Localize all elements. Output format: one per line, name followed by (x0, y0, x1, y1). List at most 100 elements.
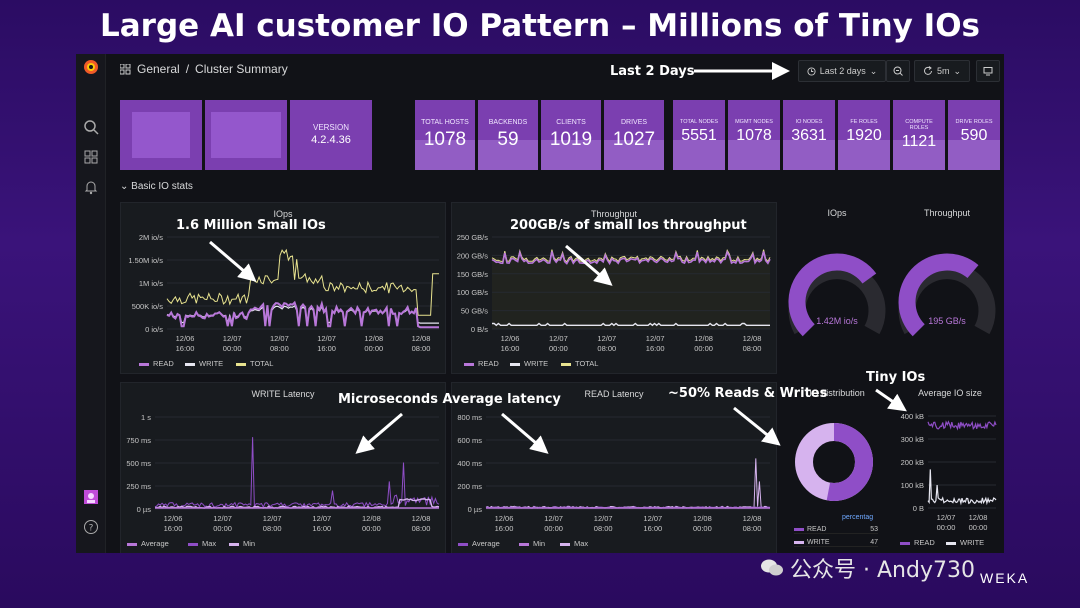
x-tick-time: 00:00 (937, 523, 956, 532)
stat-tile-clients: CLIENTS 1019 (541, 100, 601, 170)
legend-swatch (794, 527, 804, 531)
stat-sparkline (838, 140, 890, 170)
x-tick-time: 00:00 (693, 524, 712, 533)
legend-swatch (188, 543, 198, 546)
x-tick-time: 16:00 (312, 524, 331, 533)
panel-title: Throughput (590, 209, 638, 219)
stat-label: DRIVES (620, 119, 648, 126)
x-tick-date: 12/07 (549, 334, 568, 343)
legend-label-read[interactable]: READ (153, 359, 174, 368)
x-tick-time: 00:00 (544, 524, 563, 533)
legend-row-write[interactable]: WRITE 47 (794, 539, 878, 547)
panel-iops-gauge[interactable]: IOps 1.42M io/s (782, 202, 892, 374)
legend-label-write[interactable]: WRITE (960, 538, 984, 547)
user-avatar-icon[interactable] (82, 488, 100, 506)
stat-label: TOTAL NODES (679, 119, 719, 125)
panel-throughput[interactable]: Throughput 250 GB/s 200 GB/s 150 GB/s 100 G… (451, 202, 777, 374)
breadcrumb-separator: / (185, 62, 190, 76)
series-total (166, 248, 439, 316)
x-tick-date: 12/08 (693, 514, 712, 523)
x-tick-time: 08:00 (412, 524, 431, 533)
y-tick-label: 0 B/s (471, 325, 488, 334)
x-tick-time: 16:00 (495, 524, 514, 533)
zoom-out-icon (893, 66, 903, 76)
monitor-icon (983, 67, 993, 76)
legend-label-write[interactable]: WRITE (524, 359, 548, 368)
legend-label-average[interactable]: Average (141, 539, 169, 548)
legend-label-read[interactable]: READ (914, 538, 935, 547)
stat-value: 59 (497, 129, 519, 150)
legend-label-min[interactable]: Min (533, 539, 545, 548)
legend-swatch (236, 363, 246, 366)
legend-label-average[interactable]: Average (472, 539, 500, 548)
legend-label-total[interactable]: TOTAL (575, 359, 598, 368)
stat-label: COMPUTE ROLES (905, 119, 933, 131)
x-tick-time: 00:00 (364, 344, 383, 353)
y-tick-label: 0 µs (468, 505, 483, 514)
panel-io-distribution[interactable]: IO distribution percentag READ 53 WRITE 47 (782, 382, 892, 553)
x-tick-date: 12/07 (223, 334, 242, 343)
stat-value: 3631 (791, 127, 827, 144)
gauge-value: 195 GB/s (928, 316, 966, 326)
y-tick-label: 400 kB (901, 412, 924, 421)
legend-swatch (946, 542, 956, 545)
breadcrumb-page[interactable]: Cluster Summary (195, 62, 288, 76)
annotation-throughput: 200GB/s of small Ios throughput (510, 218, 747, 233)
panel-title: IOps (273, 209, 293, 219)
side-nav: ? (76, 54, 106, 553)
search-icon[interactable] (82, 118, 100, 136)
row-header-basic-io-stats[interactable]: ⌄ Basic IO stats (120, 181, 193, 192)
x-tick-date: 12/07 (270, 334, 289, 343)
legend-swatch (900, 542, 910, 545)
panel-write-latency[interactable]: WRITE Latency 1 s 750 ms 500 ms 250 ms 0 µs 1… (120, 382, 446, 553)
y-tick-label: 0 io/s (145, 325, 163, 334)
watermark-text: 公众号 · Andy730 (790, 558, 975, 583)
gauge-value: 1.42M io/s (816, 316, 858, 326)
legend-row-read[interactable]: READ 53 (794, 526, 878, 534)
x-tick-time: 08:00 (412, 344, 431, 353)
x-tick-time: 08:00 (597, 344, 616, 353)
panel-throughput-gauge[interactable]: Throughput 195 GB/s (892, 202, 1002, 374)
y-tick-label: 200 GB/s (457, 251, 489, 260)
wechat-icon (761, 559, 783, 576)
breadcrumb-root[interactable]: General (137, 62, 180, 76)
series-max (485, 458, 771, 509)
legend-label-min[interactable]: Min (243, 539, 255, 548)
help-icon[interactable]: ? (82, 518, 100, 536)
legend-label-read[interactable]: READ (478, 359, 499, 368)
panel-iops[interactable]: IOps 2M io/s 1.50M io/s 1M io/s 500K io/s 0 … (120, 202, 446, 374)
legend-label-max[interactable]: Max (202, 539, 216, 548)
zoom-out-button[interactable] (886, 60, 910, 82)
panel-average-io-size[interactable]: Average IO size 400 kB 300 kB 200 kB 100 kB… (896, 382, 1004, 553)
grafana-logo-icon[interactable] (82, 58, 100, 76)
x-tick-time: 08:00 (263, 524, 282, 533)
stat-value: 1078 (736, 127, 772, 144)
legend-label-max[interactable]: Max (574, 539, 588, 548)
y-tick-label: 250 GB/s (457, 233, 489, 242)
stat-value: 1019 (549, 129, 593, 150)
y-tick-label: 500 ms (126, 459, 151, 468)
dashboards-grid-icon[interactable] (82, 148, 100, 166)
y-tick-label: 1 s (141, 413, 151, 422)
panel-title: WRITE Latency (251, 389, 315, 399)
tv-mode-button[interactable] (976, 60, 1000, 82)
x-tick-date: 12/07 (597, 334, 616, 343)
x-tick-time: 08:00 (743, 524, 762, 533)
panel-title: Throughput (923, 208, 971, 218)
x-tick-date: 12/08 (362, 514, 381, 523)
legend-label-write[interactable]: WRITE (199, 359, 223, 368)
y-tick-label: 750 ms (126, 436, 151, 445)
panel-read-latency[interactable]: READ Latency 800 ms 600 ms 400 ms 200 ms 0 µ… (451, 382, 777, 553)
x-tick-time: 16:00 (643, 524, 662, 533)
time-range-picker[interactable]: Last 2 days ⌄ (798, 60, 886, 82)
stat-label: DRIVE ROLES (955, 119, 993, 125)
refresh-icon (923, 66, 932, 75)
bell-icon[interactable] (82, 178, 100, 196)
stat-value: 1027 (612, 129, 656, 150)
y-tick-label: 500K io/s (132, 302, 164, 311)
refresh-picker[interactable]: 5m ⌄ (914, 60, 970, 82)
weka-logo: WEKA (980, 570, 1030, 586)
chevron-down-icon: ⌄ (953, 65, 962, 76)
legend-label-total[interactable]: TOTAL (250, 359, 273, 368)
